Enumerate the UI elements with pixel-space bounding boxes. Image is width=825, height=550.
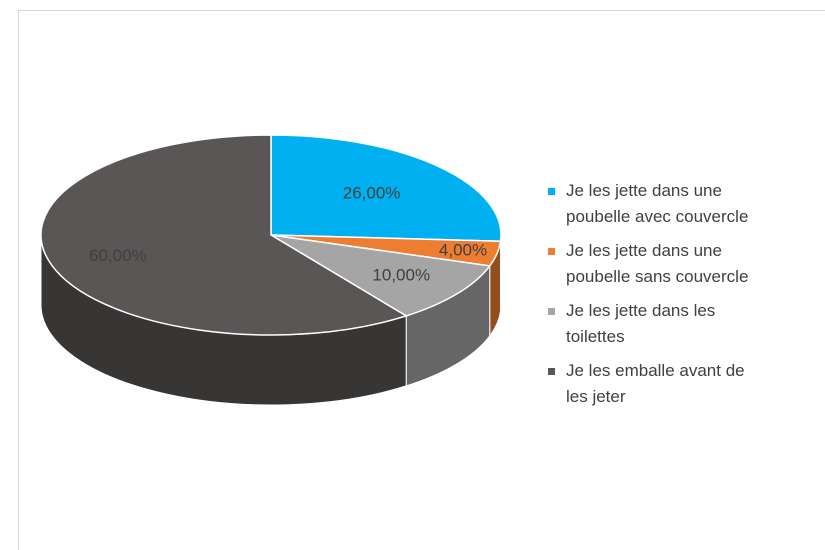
- data-label: 60,00%: [89, 246, 147, 265]
- legend-entry: Je les jette dans une poubelle avec couv…: [548, 178, 763, 230]
- slice: [270, 134, 502, 243]
- legend-key: [548, 248, 555, 255]
- legend-label: Je les jette dans les toilettes: [566, 301, 716, 346]
- legend-entry: Je les jette dans les toilettes: [548, 298, 763, 350]
- legend-key: [548, 308, 555, 315]
- legend-entry: Je les jette dans une poubelle sans couv…: [548, 238, 763, 290]
- legend-entry: Je les emballe avant de les jeter: [548, 358, 763, 410]
- legend-key: [548, 188, 555, 195]
- slice: [270, 234, 492, 317]
- legend-key: [548, 368, 555, 375]
- legend: Je les jette dans une poubelle avec couv…: [548, 178, 763, 418]
- data-label: 4,00%: [439, 240, 487, 259]
- legend-label: Je les jette dans une poubelle avec couv…: [566, 181, 749, 226]
- chart-frame: [18, 10, 825, 550]
- data-label: 26,00%: [343, 183, 401, 202]
- data-label: 10,00%: [372, 266, 430, 285]
- legend-label: Je les jette dans une poubelle sans couv…: [566, 241, 749, 286]
- legend-label: Je les emballe avant de les jeter: [566, 361, 745, 406]
- slice: [40, 134, 409, 336]
